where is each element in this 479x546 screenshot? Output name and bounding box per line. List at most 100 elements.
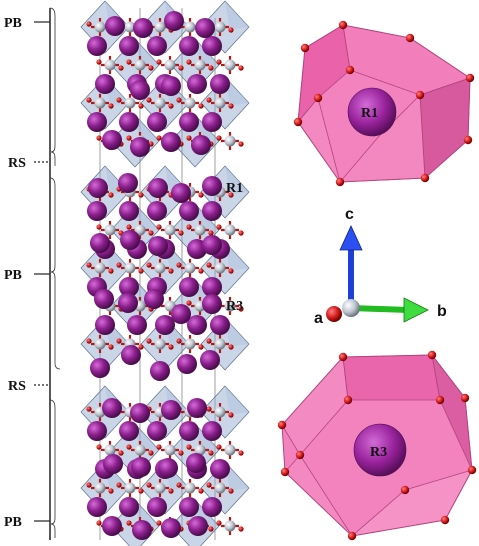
oxygen-atom bbox=[146, 97, 152, 103]
metal-atom bbox=[104, 444, 116, 456]
a-site-atom bbox=[177, 354, 197, 374]
metal-atom bbox=[164, 444, 176, 456]
a-site-atom bbox=[119, 36, 139, 56]
a-site-atom bbox=[147, 497, 167, 517]
oxygen-atom bbox=[208, 526, 214, 532]
a-site-atom bbox=[202, 36, 222, 56]
a-site-atom bbox=[202, 112, 222, 132]
oxygen-atom bbox=[280, 467, 290, 477]
metal-atom bbox=[224, 300, 236, 312]
oxygen-atom bbox=[118, 450, 124, 456]
site-label-r3: R3 bbox=[226, 299, 243, 314]
a-site-atom bbox=[210, 315, 230, 335]
a-site-atom bbox=[179, 112, 199, 132]
a-site-atom bbox=[147, 36, 167, 56]
metal-atom bbox=[134, 444, 146, 456]
axis-a-arrow bbox=[326, 306, 342, 322]
a-site-atom bbox=[102, 516, 122, 536]
layer-label-rs-upper: RS bbox=[8, 156, 26, 171]
oxygen-atom bbox=[347, 531, 357, 541]
metal-atom bbox=[94, 21, 106, 33]
metal-atom bbox=[214, 338, 226, 350]
crystal-structure bbox=[80, 0, 250, 546]
a-site-atom bbox=[87, 201, 107, 221]
axis-c-arrow bbox=[339, 225, 363, 251]
axis-label-c: c bbox=[345, 206, 354, 223]
metal-atom bbox=[154, 338, 166, 350]
oxygen-atom bbox=[116, 482, 122, 488]
oxygen-atom bbox=[138, 268, 144, 274]
poly-label-r1: R1 bbox=[361, 106, 378, 121]
metal-atom bbox=[184, 262, 196, 274]
oxygen-atom bbox=[295, 450, 305, 460]
a-site-atom bbox=[147, 421, 167, 441]
a-site-atom bbox=[121, 345, 141, 365]
axis-label-a: a bbox=[314, 310, 323, 327]
a-site-atom bbox=[171, 183, 191, 203]
a-site-atom bbox=[132, 520, 152, 540]
site-label-r1: R1 bbox=[226, 181, 243, 196]
a-site-atom bbox=[95, 74, 115, 94]
metal-atom bbox=[194, 444, 206, 456]
metal-atom bbox=[214, 97, 226, 109]
metal-atom bbox=[124, 482, 136, 494]
layer-label-pb-bottom: PB bbox=[4, 515, 22, 530]
layer-scale-bar: PB RS PB RS PB bbox=[4, 7, 61, 540]
oxygen-atom bbox=[400, 485, 410, 495]
oxygen-atom bbox=[206, 406, 212, 412]
a-site-atom bbox=[118, 173, 138, 193]
a-site-atom bbox=[148, 178, 168, 198]
oxygen-atom bbox=[116, 97, 122, 103]
metal-atom bbox=[194, 59, 206, 71]
perovskite-block-bottom bbox=[80, 385, 250, 546]
oxygen-atom bbox=[293, 117, 303, 127]
oxygen-atom bbox=[168, 344, 174, 350]
perovskite-block-top bbox=[80, 0, 250, 168]
oxygen-atom bbox=[168, 268, 174, 274]
oxygen-atom bbox=[238, 65, 244, 71]
oxygen-atom bbox=[208, 65, 214, 71]
oxygen-atom bbox=[138, 103, 144, 109]
a-site-atom bbox=[191, 135, 211, 155]
oxygen-atom bbox=[126, 59, 132, 65]
oxygen-atom bbox=[405, 33, 415, 43]
oxygen-atom bbox=[86, 262, 92, 268]
a-site-atom bbox=[187, 74, 207, 94]
a-site-atom bbox=[131, 457, 151, 477]
oxygen-atom bbox=[96, 59, 102, 65]
oxygen-atom bbox=[156, 520, 162, 526]
a-site-atom bbox=[202, 176, 222, 196]
oxygen-atom bbox=[96, 444, 102, 450]
coordination-polyhedron-r1: R1 bbox=[293, 20, 475, 187]
metal-atom bbox=[224, 444, 236, 456]
octahedron-facet bbox=[225, 462, 249, 491]
a-site-atom bbox=[187, 315, 207, 335]
axis-b-arrow bbox=[403, 297, 429, 323]
a-site-atom bbox=[94, 289, 114, 309]
oxygen-atom bbox=[108, 488, 114, 494]
a-site-atom bbox=[119, 421, 139, 441]
a-site-atom bbox=[103, 454, 123, 474]
oxygen-atom bbox=[208, 230, 214, 236]
a-site-atom bbox=[179, 497, 199, 517]
oxygen-atom bbox=[440, 515, 450, 525]
metal-atom bbox=[134, 59, 146, 71]
a-site-atom bbox=[130, 403, 150, 423]
a-site-atom bbox=[202, 497, 222, 517]
oxygen-atom bbox=[238, 450, 244, 456]
metal-atom bbox=[224, 224, 236, 236]
axis-triad: c b a bbox=[314, 206, 447, 327]
a-site-atom bbox=[155, 315, 175, 335]
oxygen-atom bbox=[216, 59, 222, 65]
a-site-atom bbox=[87, 421, 107, 441]
oxygen-atom bbox=[186, 224, 192, 230]
central-atom-r1 bbox=[347, 87, 397, 137]
oxygen-atom bbox=[198, 344, 204, 350]
oxygen-atom bbox=[156, 135, 162, 141]
metal-atom bbox=[164, 59, 176, 71]
oxygen-atom bbox=[238, 230, 244, 236]
a-site-atom bbox=[179, 201, 199, 221]
metal-atom bbox=[214, 262, 226, 274]
metal-atom bbox=[224, 135, 236, 147]
a-site-atom bbox=[90, 358, 110, 378]
